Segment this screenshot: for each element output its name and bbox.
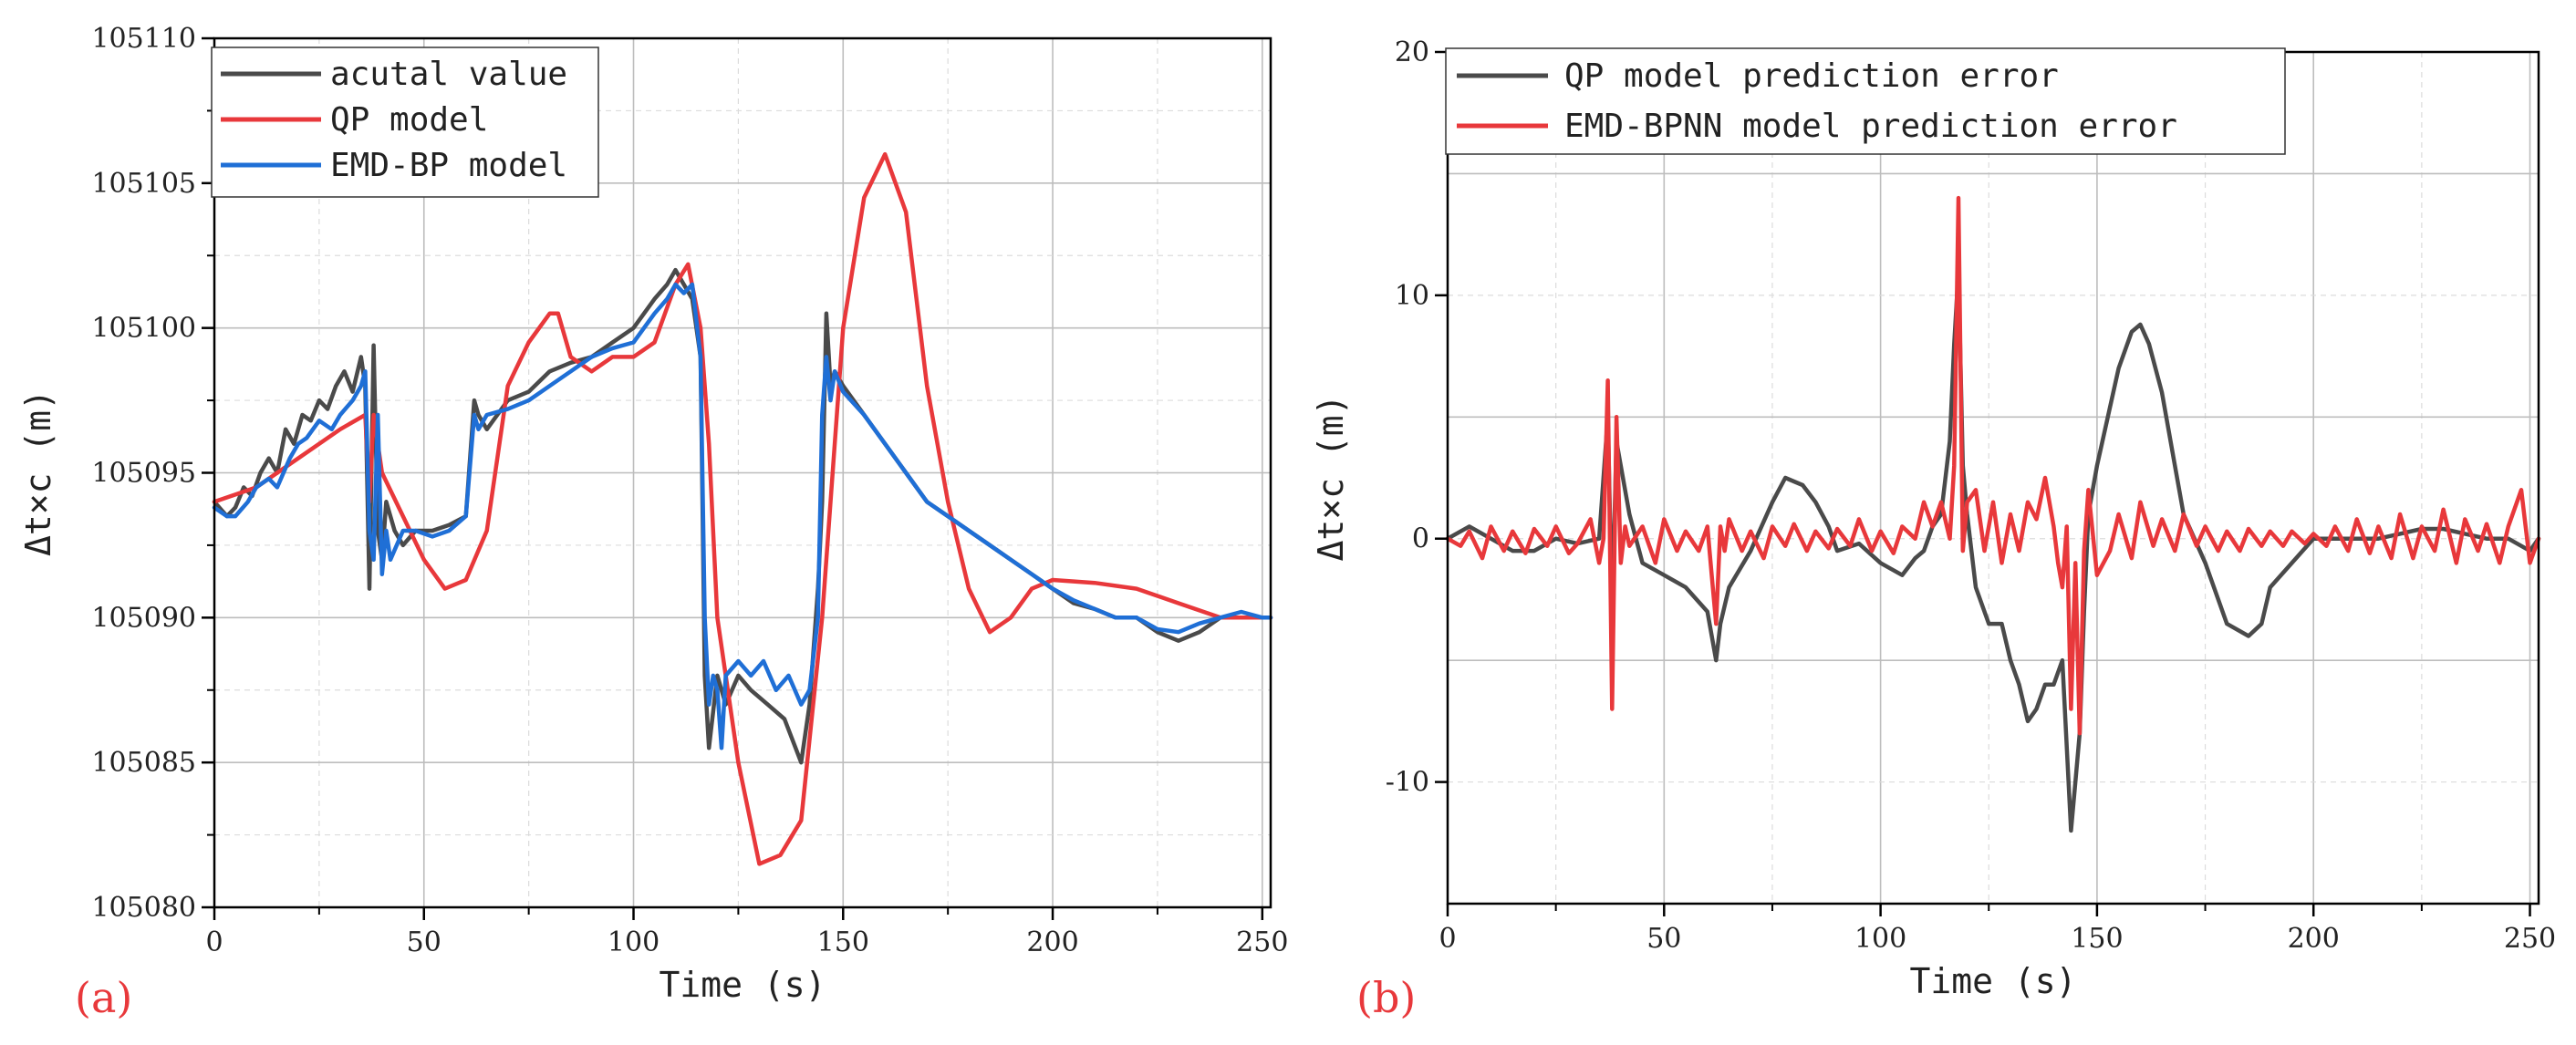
x-axis-title-a: Time (s)	[659, 965, 826, 1005]
x-tick-label: 0	[1439, 923, 1456, 955]
series-group-b	[1445, 195, 2541, 833]
x-tick-label: 100	[608, 926, 660, 958]
series-line-emd-bp-model	[212, 282, 1273, 750]
y-tick-label: 105105	[91, 168, 196, 200]
y-tick-label: 20	[1395, 36, 1429, 68]
series-line-qp-model	[212, 151, 1273, 866]
x-tick-label: 250	[2504, 923, 2556, 955]
legend-label-emd-bpnn-error: EMD-BPNN model prediction error	[1564, 108, 2177, 145]
x-tick-label: 50	[407, 926, 441, 958]
x-tick-label: 100	[1854, 923, 1906, 955]
chart-panel-a: 0 50 100 150 200 250 105080 105085 105090 105095 1…	[18, 23, 1288, 1022]
x-tick-label: 250	[1236, 926, 1288, 958]
x-tick-label: 50	[1646, 923, 1681, 955]
y-tick-label: 105110	[91, 23, 196, 55]
y-tick-label: 105080	[91, 892, 196, 924]
plot-frame-b	[1446, 50, 2540, 905]
legend-label-qp-error: QP model prediction error	[1564, 57, 2059, 95]
x-tick-label: 200	[2288, 923, 2340, 955]
x-tick-label: 200	[1026, 926, 1078, 958]
series-line-qp-model-prediction-error	[1445, 268, 2541, 833]
grid-a	[214, 38, 1271, 907]
legend-label-emd-bp-model: EMD-BP model	[330, 147, 567, 184]
y-axis-title-b: Δt×c (m)	[1311, 394, 1351, 561]
y-tick-label: 105100	[91, 313, 196, 345]
x-tick-label: 0	[205, 926, 223, 958]
panel-label-a: (a)	[75, 973, 132, 1022]
legend-b: QP model prediction error EMD-BPNN model…	[1445, 47, 2286, 155]
series-line-acutal-value	[212, 267, 1273, 765]
x-tick-label: 150	[817, 926, 869, 958]
y-tick-label: 105085	[91, 747, 196, 779]
y-tick-label: -10	[1386, 767, 1429, 799]
y-tick-label: 10	[1395, 280, 1429, 312]
y-tick-label: 105090	[91, 602, 196, 634]
series-line-emd-bpnn-model-prediction-error	[1445, 195, 2541, 736]
x-tick-label: 150	[2071, 923, 2123, 955]
x-axis-title-b: Time (s)	[1909, 961, 2076, 1001]
grid-b	[1448, 52, 2539, 904]
legend-box-b	[1445, 47, 2286, 155]
y-axis-title-a: Δt×c (m)	[18, 389, 58, 556]
ticks-a: 0 50 100 150 200 250 105080 105085 105090 105095 1…	[91, 23, 1288, 958]
panel-label-b: (b)	[1356, 973, 1416, 1022]
legend-label-actual-value: acutal value	[330, 56, 567, 93]
series-group-a	[212, 151, 1273, 866]
legend-label-qp-model: QP model	[330, 101, 488, 139]
y-tick-label: 0	[1412, 523, 1429, 555]
legend-a: acutal value QP model EMD-BP model	[211, 47, 599, 198]
chart-panel-b: 0 50 100 150 200 250 -10 0 10 20 Time (s) Δt×c (m…	[1311, 36, 2556, 1022]
ticks-b: 0 50 100 150 200 250 -10 0 10 20	[1386, 36, 2556, 955]
y-tick-label: 105095	[91, 458, 196, 490]
